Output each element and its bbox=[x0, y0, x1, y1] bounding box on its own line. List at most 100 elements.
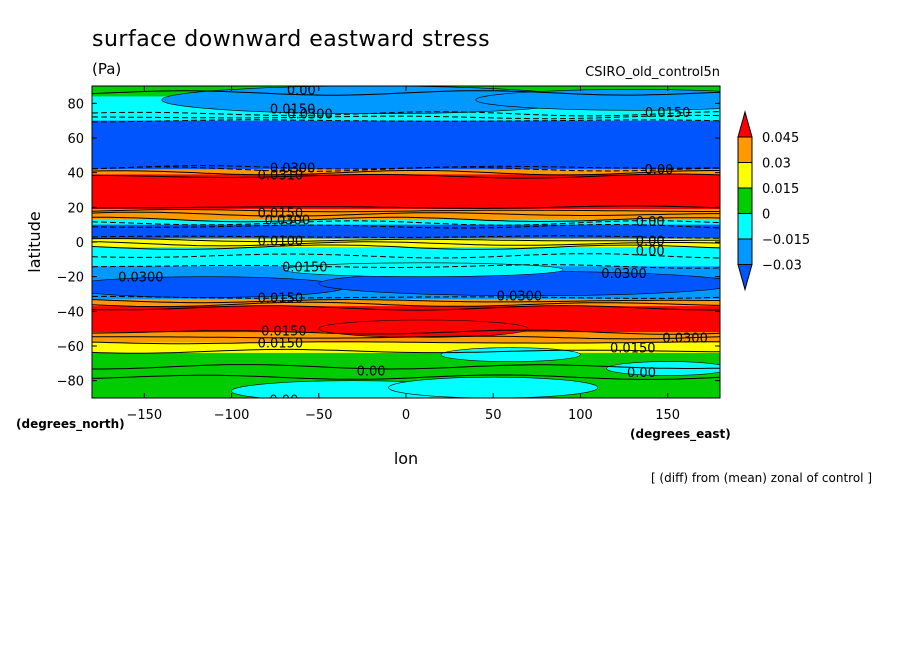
colorbar-extend-min bbox=[737, 264, 753, 292]
contour-label-21: 0.0300 bbox=[662, 331, 708, 346]
y-tick-label-8: −80 bbox=[57, 375, 84, 390]
contour-label-2: 0.0300 bbox=[287, 108, 333, 123]
contour-line-26 bbox=[92, 341, 720, 345]
y-tick-label-0: 80 bbox=[67, 97, 84, 112]
contour-line-29 bbox=[92, 374, 720, 380]
colorbar-label-0: 0.045 bbox=[762, 131, 799, 146]
x-tick-label-0: −150 bbox=[126, 408, 162, 423]
colorbar-label-2: 0.015 bbox=[762, 182, 799, 197]
band-6 bbox=[92, 219, 720, 226]
colorbar-label-1: 0.03 bbox=[762, 157, 791, 172]
contour-label-24: 0.00 bbox=[269, 394, 298, 409]
chart-title: surface downward eastward stress bbox=[92, 27, 490, 52]
contour-line-11 bbox=[92, 216, 720, 223]
contour-line-7 bbox=[92, 173, 720, 179]
contour-label-6: 0.00 bbox=[644, 163, 673, 178]
contour-line-23 bbox=[92, 305, 720, 311]
y-tick-label-6: −40 bbox=[57, 305, 84, 320]
contour-label-7: 0.0150 bbox=[258, 207, 304, 222]
band-5 bbox=[92, 209, 720, 220]
contour-label-1: 0.0150 bbox=[270, 103, 316, 118]
contour-label-14: 0.0300 bbox=[118, 271, 164, 286]
contour-line-5 bbox=[92, 166, 720, 172]
x-axis: −150 −100 −50 0 50 100 150 bbox=[126, 86, 680, 423]
y-tick-label-1: 60 bbox=[67, 132, 84, 147]
contour-line-15 bbox=[92, 238, 720, 243]
contour-label-22: 0.00 bbox=[357, 364, 386, 379]
contour-line-1 bbox=[92, 111, 720, 117]
y-tick-label-3: 20 bbox=[67, 201, 84, 216]
contour-line-25 bbox=[92, 335, 720, 340]
y-axis-label: latitude bbox=[25, 211, 44, 272]
colorbar-segment-5 bbox=[737, 238, 753, 265]
y-axis: 80 60 40 20 0 −20 −40 −60 −80 bbox=[57, 97, 720, 390]
contour-line-8 bbox=[92, 205, 720, 209]
contour-label-9: 0.00 bbox=[636, 215, 665, 230]
contour-label-18: 0.0150 bbox=[261, 324, 307, 339]
contour-line-27 bbox=[92, 348, 720, 354]
x-tick-label-1: −100 bbox=[214, 408, 250, 423]
run-name: CSIRO_old_control5n bbox=[585, 65, 720, 80]
band-9 bbox=[92, 247, 720, 267]
contour-line-14 bbox=[92, 235, 720, 239]
y-tick-label-2: 40 bbox=[67, 167, 84, 182]
contour-line-20 bbox=[92, 295, 720, 299]
colorbar-segment-1 bbox=[737, 136, 753, 163]
contour-line-0 bbox=[92, 90, 720, 96]
contour-label-4: 0.0300 bbox=[270, 161, 316, 176]
contour-label-3: 0.0150 bbox=[645, 106, 691, 121]
contour-label-8: 0.0300 bbox=[265, 213, 311, 228]
colorbar-label-5: −0.03 bbox=[762, 259, 802, 274]
x-axis-label: lon bbox=[394, 449, 418, 468]
contour-label-10: 0.0100 bbox=[258, 234, 304, 249]
colorbar-label-4: −0.015 bbox=[762, 233, 810, 248]
chart-units: (Pa) bbox=[92, 60, 121, 78]
contour-label-5: 0.0310 bbox=[258, 168, 304, 183]
contour-label-15: 0.0300 bbox=[601, 267, 647, 282]
contour-line-4 bbox=[92, 165, 720, 170]
band-4 bbox=[92, 174, 720, 210]
band-8 bbox=[92, 238, 720, 248]
colorbar-extend-max bbox=[737, 110, 753, 138]
contour-line-13 bbox=[92, 224, 720, 229]
contour-line-3 bbox=[92, 119, 720, 123]
colorbar-segment-3 bbox=[737, 187, 753, 214]
contour-line-9 bbox=[92, 209, 720, 213]
band-14 bbox=[92, 342, 720, 354]
colorbar: 0.045 0.03 0.015 0 −0.015 −0.03 bbox=[737, 110, 810, 292]
colorbar-segment-2 bbox=[737, 162, 753, 189]
y-tick-label-5: −20 bbox=[57, 271, 84, 286]
contour-label-12: 0.00 bbox=[636, 245, 665, 260]
footnote: [ (diff) from (mean) zonal of control ] bbox=[651, 471, 872, 485]
contour-label-13: 0.0150 bbox=[282, 260, 328, 275]
contour-label-20: 0.0150 bbox=[610, 342, 656, 357]
patch-8 bbox=[440, 347, 581, 362]
band-3 bbox=[92, 169, 720, 175]
colorbar-label-3: 0 bbox=[762, 208, 770, 223]
patch-1 bbox=[475, 89, 720, 111]
band-2 bbox=[92, 120, 720, 170]
contour-line-24 bbox=[92, 329, 720, 335]
y-tick-label-7: −60 bbox=[57, 340, 84, 355]
x-tick-label-4: 50 bbox=[485, 408, 502, 423]
contour-line-10 bbox=[92, 211, 720, 217]
x-tick-label-2: −50 bbox=[305, 408, 332, 423]
contour-lines bbox=[92, 90, 720, 380]
colorbar-segment-4 bbox=[737, 213, 753, 240]
x-tick-label-5: 100 bbox=[568, 408, 593, 423]
contour-line-17 bbox=[92, 244, 720, 250]
patch-9 bbox=[318, 319, 529, 338]
patch-6 bbox=[388, 376, 599, 398]
x-unit-label: (degrees_east) bbox=[630, 427, 731, 442]
contour-label-17: 0.0150 bbox=[258, 291, 304, 306]
contour-label-23: 0.00 bbox=[627, 366, 656, 381]
x-tick-label-3: 0 bbox=[402, 408, 410, 423]
patch-4 bbox=[283, 262, 564, 277]
y-unit-label: (degrees_north) bbox=[16, 417, 125, 432]
contour-label-11: 0.00 bbox=[636, 234, 665, 249]
contour-line-28 bbox=[92, 364, 720, 370]
contour-label-0: 0.00 bbox=[287, 83, 316, 98]
